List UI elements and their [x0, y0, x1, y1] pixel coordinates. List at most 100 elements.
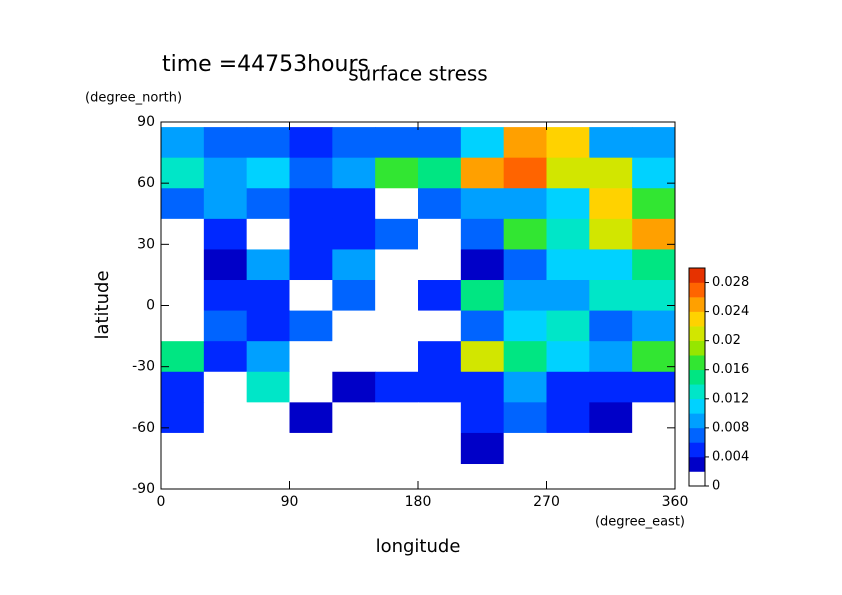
cell [203, 280, 248, 312]
cell [375, 127, 419, 159]
cell [460, 432, 505, 465]
x-tick-label: 0 [157, 494, 166, 510]
cell [589, 432, 633, 465]
cell [161, 188, 205, 220]
cell [503, 432, 547, 465]
colorbar-band [689, 427, 705, 443]
cell [418, 341, 462, 373]
cell [289, 249, 333, 281]
cell [289, 402, 333, 434]
cell [589, 341, 633, 373]
cell [332, 402, 376, 434]
colorbar-tick-label: 0.004 [712, 449, 749, 464]
cell [546, 280, 590, 312]
cell [332, 249, 376, 281]
cell [589, 402, 633, 434]
cell [161, 432, 205, 465]
cell [332, 127, 376, 159]
cell [632, 188, 676, 220]
cell [460, 188, 505, 220]
cell [161, 310, 205, 342]
cell [546, 249, 590, 281]
cell [460, 310, 505, 342]
cell [375, 280, 419, 312]
cell [246, 249, 290, 281]
cell [246, 127, 290, 159]
cell [460, 402, 505, 434]
cell [332, 341, 376, 373]
cell [460, 157, 505, 189]
cell [503, 280, 547, 312]
cell [632, 127, 676, 159]
cell [289, 371, 333, 403]
cell [503, 371, 547, 403]
cell [589, 310, 633, 342]
colorbar-band [689, 442, 705, 458]
cell [632, 249, 676, 281]
y-tick-label: 0 [146, 298, 155, 314]
cell [546, 218, 590, 250]
cell [418, 371, 462, 403]
cell [203, 188, 248, 220]
colorbar-band [689, 311, 705, 327]
colorbar-tick-label: 0.008 [712, 420, 749, 435]
cell [632, 371, 676, 403]
colorbar-frame [688, 267, 706, 487]
cell [375, 371, 419, 403]
y-tick-label: -30 [132, 359, 155, 375]
cell [589, 157, 633, 189]
colorbar-band [689, 413, 705, 429]
cell [589, 249, 633, 281]
cell [246, 432, 290, 465]
cell [375, 188, 419, 220]
cell [503, 341, 547, 373]
x-tick-label: 360 [662, 494, 689, 510]
cell [161, 402, 205, 434]
cell [332, 432, 376, 465]
cell [418, 310, 462, 342]
cell [246, 341, 290, 373]
cell [246, 371, 290, 403]
cell [375, 402, 419, 434]
cell [161, 127, 205, 159]
cell [460, 249, 505, 281]
colorbar-tick-label: 0.02 [712, 333, 741, 348]
cell [332, 371, 376, 403]
cell [203, 371, 248, 403]
cell [632, 157, 676, 189]
cell [460, 280, 505, 312]
cell [203, 341, 248, 373]
cell [460, 371, 505, 403]
cell [632, 432, 676, 465]
cell [503, 157, 547, 189]
colorbar-band [689, 355, 705, 371]
cell [203, 402, 248, 434]
cell [503, 402, 547, 434]
annotation: time =44753hours [162, 52, 369, 77]
cell [289, 310, 333, 342]
cell [289, 280, 333, 312]
cell [289, 127, 333, 159]
y-tick-label: -60 [132, 420, 155, 436]
cell [246, 280, 290, 312]
cell [332, 218, 376, 250]
cell [161, 249, 205, 281]
cell [503, 310, 547, 342]
x-tick-label: 270 [533, 494, 560, 510]
cell [289, 341, 333, 373]
cell [375, 249, 419, 281]
cell [546, 371, 590, 403]
cell [203, 432, 248, 465]
cell [418, 432, 462, 465]
cell [632, 280, 676, 312]
cell [589, 280, 633, 312]
x-unit: (degree_east) [595, 515, 685, 530]
cell [203, 310, 248, 342]
colorbar-tick-label: 0 [712, 479, 720, 494]
cell [546, 157, 590, 189]
cell [418, 127, 462, 159]
cell [203, 249, 248, 281]
cell [332, 157, 376, 189]
cell [375, 218, 419, 250]
colorbar-band [689, 282, 705, 298]
